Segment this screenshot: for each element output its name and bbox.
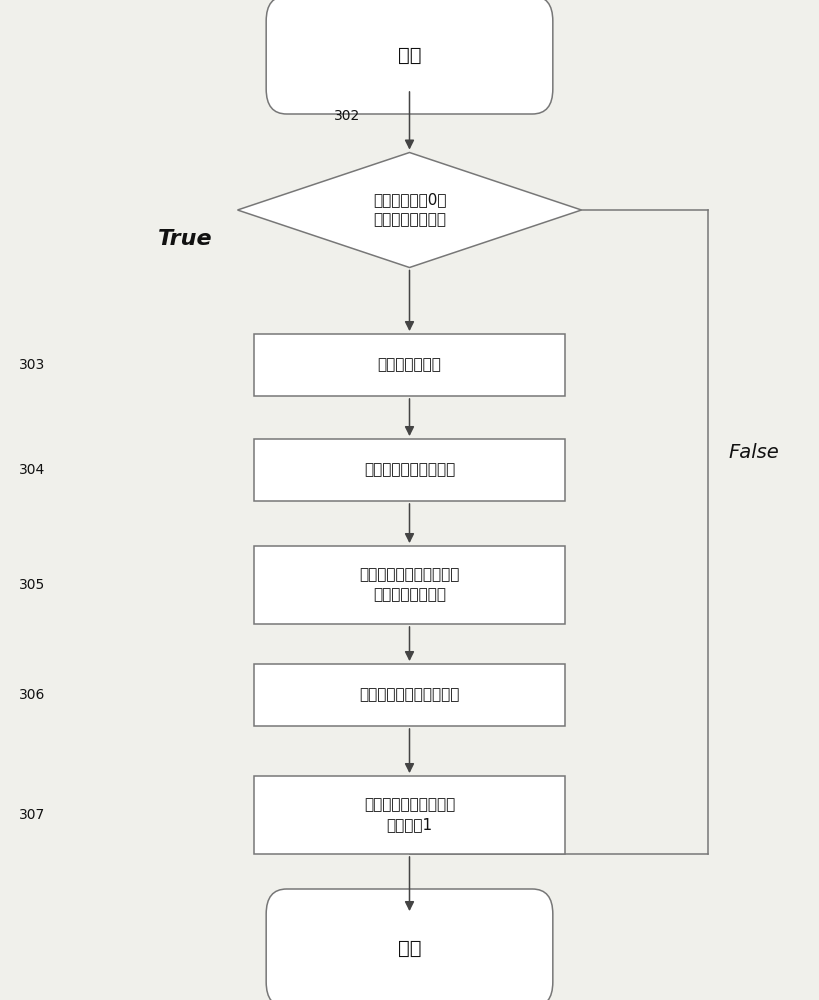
Text: 306: 306: [19, 688, 45, 702]
Text: 禁喷且油门为0且
时间间隔大于域值: 禁喷且油门为0且 时间间隔大于域值: [373, 193, 446, 227]
FancyBboxPatch shape: [254, 664, 565, 726]
FancyBboxPatch shape: [254, 334, 565, 396]
Text: 根据目标轨压设定电子限
压阀电流控制轨压: 根据目标轨压设定电子限 压阀电流控制轨压: [360, 568, 459, 602]
FancyBboxPatch shape: [254, 776, 565, 854]
Text: 获取当前点的目标轨压: 获取当前点的目标轨压: [364, 462, 455, 478]
Text: 结束: 结束: [398, 938, 421, 958]
Text: 305: 305: [19, 578, 45, 592]
Text: 302: 302: [334, 109, 360, 123]
FancyBboxPatch shape: [266, 889, 553, 1000]
Polygon shape: [238, 152, 581, 267]
Text: 开始: 开始: [398, 45, 421, 64]
Text: 303: 303: [19, 358, 45, 372]
Text: 307: 307: [19, 808, 45, 822]
FancyBboxPatch shape: [266, 0, 553, 114]
Text: False: False: [728, 443, 779, 462]
Text: 304: 304: [19, 463, 45, 477]
Text: 采样轨压传感器并存储
获取点加1: 采样轨压传感器并存储 获取点加1: [364, 798, 455, 832]
FancyBboxPatch shape: [254, 439, 565, 501]
FancyBboxPatch shape: [254, 546, 565, 624]
Text: 设定进油阀提供足够进油: 设定进油阀提供足够进油: [360, 688, 459, 702]
Text: 计算当前获取点: 计算当前获取点: [378, 358, 441, 372]
Text: True: True: [158, 229, 213, 249]
